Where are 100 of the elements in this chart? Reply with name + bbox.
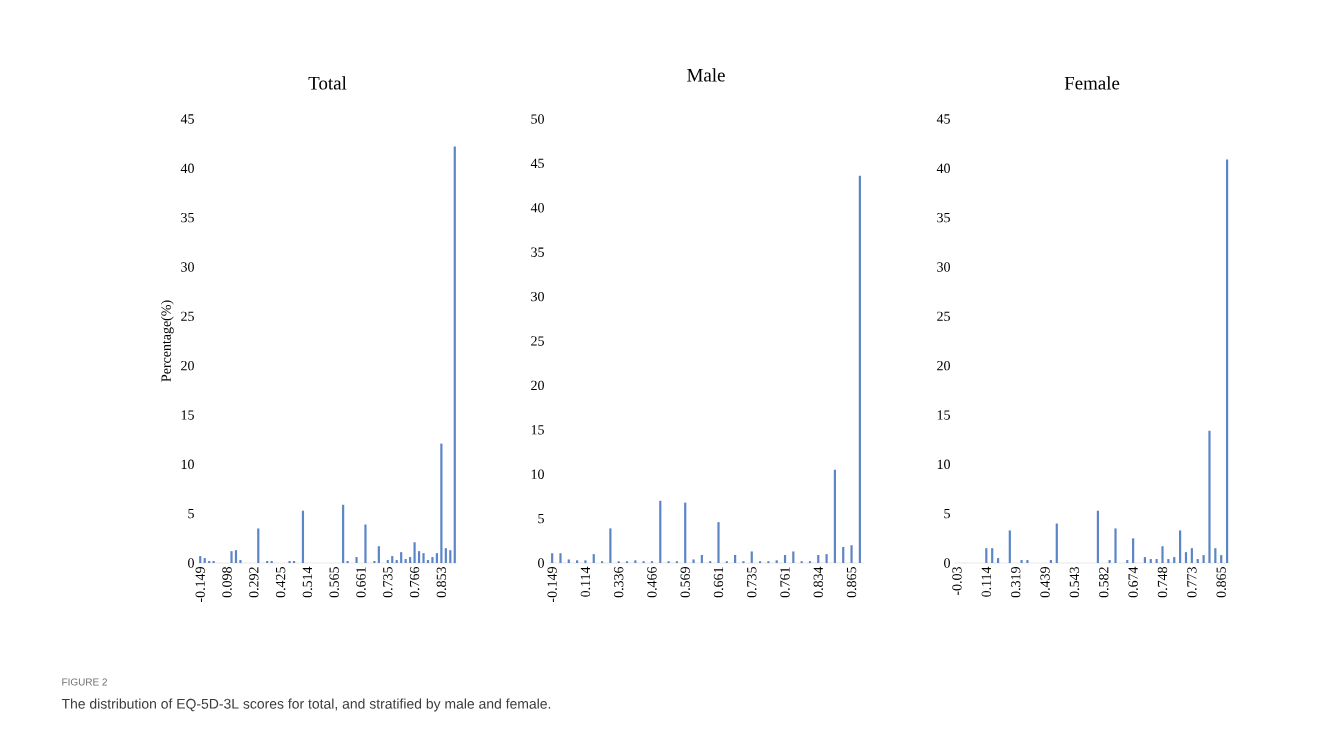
- x-tick-label: 0.674: [1128, 566, 1138, 598]
- y-tick-label: 25: [531, 336, 544, 346]
- bar: [717, 522, 720, 563]
- chart-title: Female: [1064, 76, 1120, 90]
- bar: [567, 559, 570, 563]
- y-tick-label: 5: [538, 513, 544, 524]
- y-tick-label: 5: [944, 509, 950, 519]
- bar: [1202, 555, 1205, 563]
- x-tick-label: 0.766: [409, 566, 420, 598]
- x-tick-label: 0.834: [813, 566, 824, 598]
- bar: [1161, 546, 1164, 563]
- chart-title: Male: [687, 68, 725, 82]
- y-tick-label: 45: [180, 114, 194, 124]
- y-tick-label: 25: [937, 311, 950, 322]
- bar: [1214, 548, 1217, 563]
- bar: [792, 551, 795, 563]
- bar: [1096, 510, 1099, 563]
- x-tick-label: 0.336: [613, 566, 624, 598]
- bar: [634, 560, 637, 563]
- bar: [750, 551, 753, 563]
- y-tick-label: 35: [531, 247, 544, 257]
- x-tick-label: -0.03: [952, 567, 962, 596]
- bar: [584, 560, 587, 563]
- bar: [825, 554, 828, 563]
- y-tick-label: 35: [937, 212, 950, 223]
- x-tick-label: -0.149: [547, 567, 557, 603]
- bar: [1184, 552, 1188, 563]
- bar: [850, 545, 853, 563]
- x-tick-label: 0.098: [222, 567, 232, 598]
- y-tick-label: 15: [937, 410, 950, 420]
- x-tick-label: 0.761: [780, 567, 790, 598]
- x-tick-label: 0.582: [1099, 567, 1109, 598]
- x-tick-label: 0.865: [846, 567, 857, 598]
- bar: [239, 560, 242, 563]
- x-tick-label: 0.773: [1187, 567, 1197, 598]
- bar: [409, 557, 412, 563]
- bar: [1132, 538, 1135, 563]
- bar: [199, 556, 202, 563]
- bar: [996, 558, 1000, 563]
- bar: [1179, 530, 1182, 563]
- y-tick-label: 0: [944, 558, 950, 568]
- bar: [417, 551, 421, 563]
- bar: [1225, 159, 1229, 563]
- y-tick-label: 30: [181, 262, 194, 272]
- x-tick-label: 0.661: [713, 567, 724, 598]
- bar: [1220, 555, 1223, 563]
- x-tick-label: 0.748: [1157, 567, 1168, 598]
- text: The distribution of EQ-5D-3L scores for total, and stratified by male and female.: [61, 698, 551, 712]
- bar: [1114, 528, 1117, 563]
- bar: [684, 502, 687, 563]
- y-tick-label: 10: [531, 469, 544, 479]
- bar: [377, 546, 380, 563]
- bar: [559, 553, 562, 563]
- bar: [659, 500, 662, 563]
- x-tick-label: 0.735: [383, 567, 393, 598]
- bar: [1173, 557, 1176, 563]
- bar: [775, 560, 778, 563]
- bar: [257, 528, 260, 563]
- y-tick-label: 50: [531, 114, 544, 124]
- bar: [592, 554, 595, 563]
- bar: [234, 550, 238, 563]
- x-tick-label: 0.543: [1069, 567, 1080, 598]
- x-tick-label: -0.149: [195, 567, 205, 603]
- bar: [203, 558, 206, 563]
- y-tick-label: 20: [937, 360, 950, 371]
- bar: [435, 553, 439, 563]
- bar: [230, 551, 233, 563]
- x-tick-label: 0.865: [1216, 567, 1226, 598]
- bar: [833, 469, 837, 563]
- bar: [449, 550, 452, 563]
- y-tick-label: 20: [531, 380, 544, 391]
- bar: [576, 560, 579, 563]
- x-tick-label: 0.425: [275, 567, 286, 598]
- y-tick-label: 0: [538, 558, 544, 568]
- caption: FIGURE 2: [62, 678, 107, 686]
- x-tick-label: 0.735: [747, 567, 757, 598]
- bar: [422, 553, 425, 563]
- y-tick-label: 40: [530, 203, 544, 213]
- x-tick-label: 0.114: [580, 566, 591, 597]
- bar: [364, 524, 367, 563]
- bar: [342, 504, 345, 563]
- bar: [985, 548, 988, 563]
- x-tick-label: 0.569: [680, 567, 690, 598]
- x-tick-label: 0.292: [249, 567, 259, 598]
- x-tick-label: 0.439: [1040, 567, 1050, 598]
- bar: [1026, 560, 1029, 563]
- y-tick-label: 40: [180, 163, 194, 174]
- bar: [391, 556, 394, 563]
- bar: [609, 528, 612, 563]
- chart-title: Total: [308, 76, 347, 90]
- bar: [355, 557, 358, 563]
- bar: [1208, 430, 1211, 563]
- x-tick-label: 0.661: [356, 567, 366, 598]
- bar: [991, 548, 994, 563]
- bar: [453, 146, 456, 563]
- bar: [413, 542, 416, 563]
- x-tick-label: 0.565: [329, 567, 339, 598]
- bar: [1020, 560, 1023, 563]
- y-tick-label: 45: [530, 158, 544, 169]
- bar: [858, 175, 861, 563]
